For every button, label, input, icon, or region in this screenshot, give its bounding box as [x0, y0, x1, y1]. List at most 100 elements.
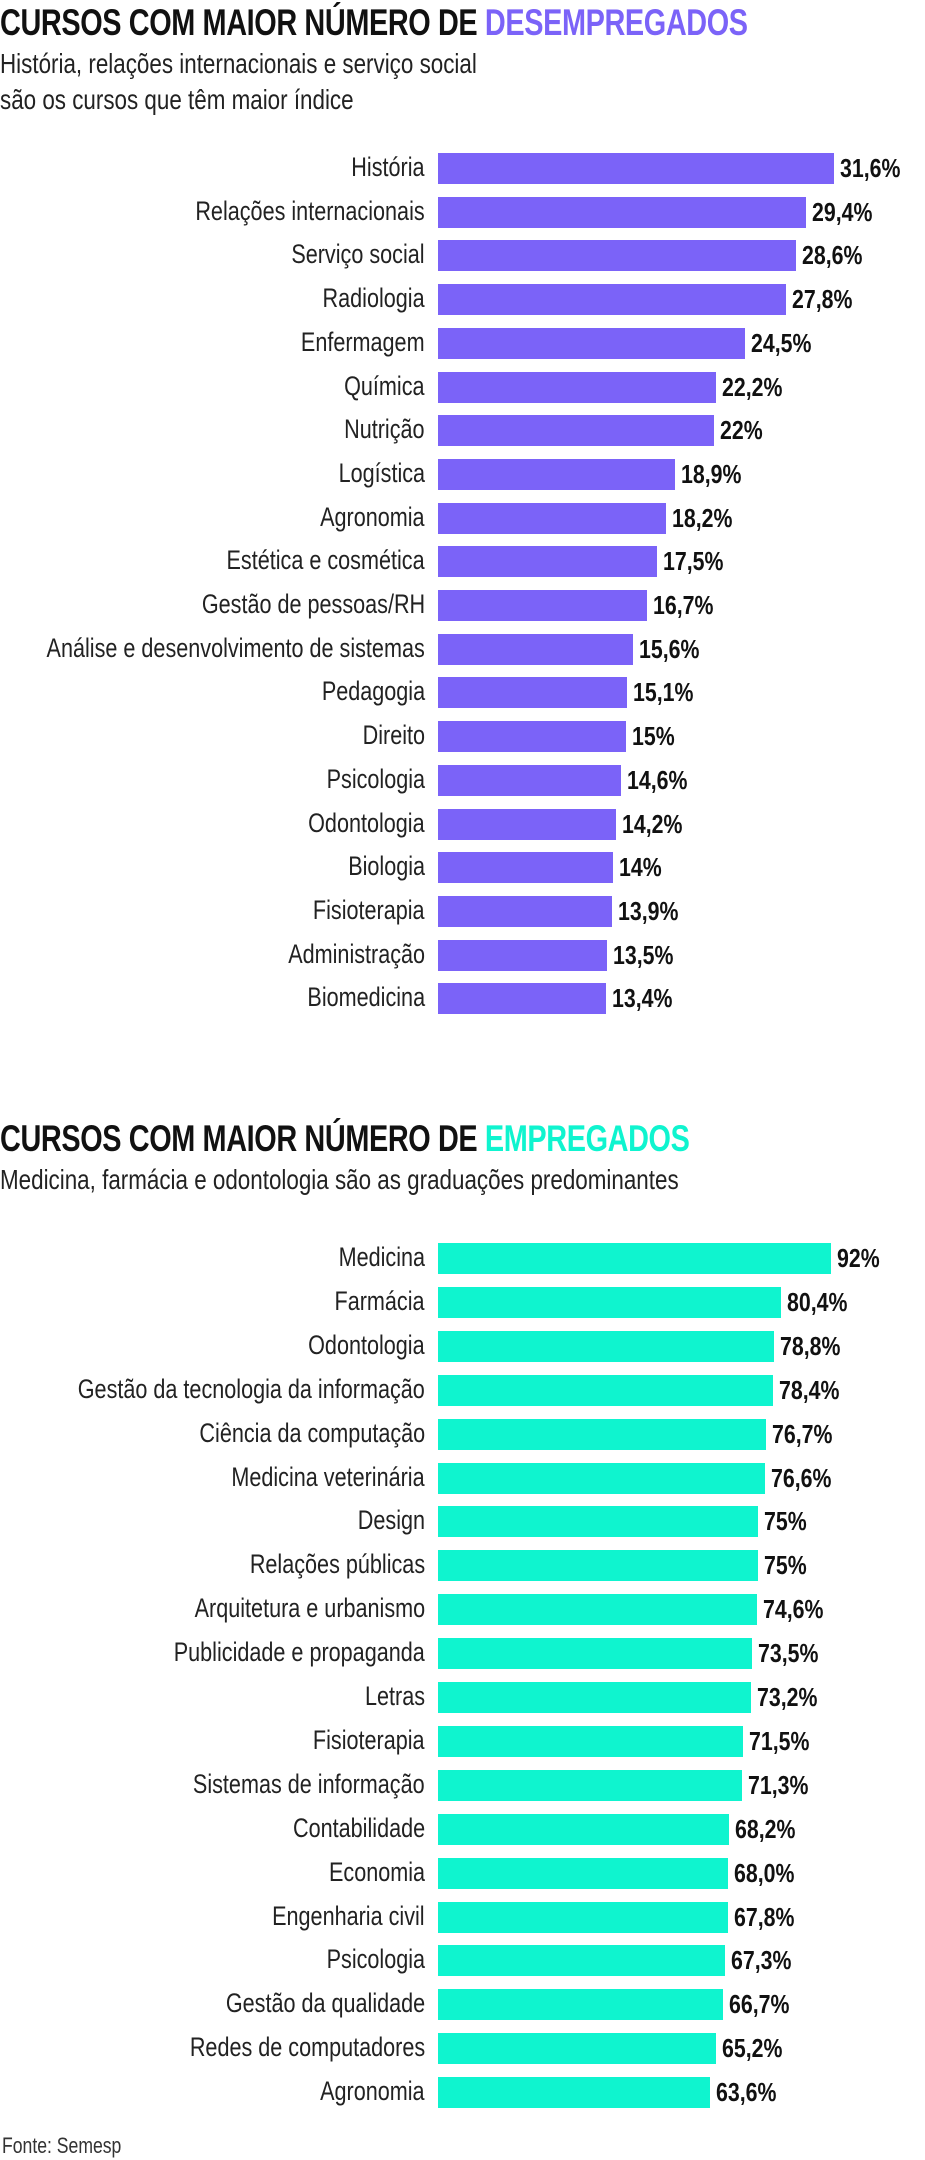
bar [438, 2033, 717, 2065]
category-label: Sistemas de informação [193, 1768, 425, 1799]
source-note: Fonte: Semesp [2, 2133, 122, 2158]
chart1-subtitle-1: História, relações internacionais e serv… [0, 48, 477, 79]
bar [438, 1813, 730, 1845]
bar [438, 1506, 759, 1538]
value-label: 73,2% [756, 1682, 818, 1712]
bar [438, 1374, 773, 1406]
bar [438, 415, 714, 447]
category-label: Radiologia [322, 283, 425, 314]
value-label: 13,4% [611, 983, 673, 1014]
category-label: Psicologia [326, 763, 425, 794]
value-label: 68,2% [735, 1813, 796, 1844]
value-label: 14,6% [626, 764, 688, 795]
value-label: 14,2% [621, 808, 683, 839]
category-label: Odontologia [308, 807, 426, 838]
value-label: 18,2% [672, 502, 733, 533]
category-label: Ciência da computação [199, 1417, 425, 1448]
category-label: Pedagogia [321, 676, 425, 707]
value-label: 78,4% [778, 1374, 840, 1405]
value-label: 13,5% [613, 939, 674, 970]
category-label: Nutrição [344, 414, 425, 445]
title-highlight: EMPREGADOS [484, 1118, 690, 1159]
category-label: Letras [364, 1681, 425, 1711]
value-label: 13,9% [618, 895, 679, 926]
chart2-subtitle: Medicina, farmácia e odontologia são as … [0, 1164, 679, 1195]
value-label: 65,2% [722, 2033, 783, 2064]
value-label: 15,6% [639, 633, 700, 664]
value-label: 18,9% [680, 458, 742, 489]
value-label: 16,7% [653, 590, 714, 620]
bar [438, 1682, 751, 1713]
category-label: Fisioterapia [313, 1724, 425, 1755]
bar [438, 764, 621, 796]
value-label: 74,6% [762, 1594, 823, 1625]
bar [438, 1901, 728, 1933]
chart2-title: CURSOS COM MAIOR NÚMERO DE EMPREGADOS [0, 1118, 690, 1160]
title-highlight: DESEMPREGADOS [484, 2, 748, 43]
category-label: História [351, 152, 425, 182]
bar [438, 196, 807, 228]
value-label: 78,8% [780, 1330, 841, 1361]
category-label: Publicidade e propaganda [173, 1637, 425, 1668]
bar [438, 458, 675, 490]
title-prefix: CURSOS COM MAIOR NÚMERO DE [0, 2, 485, 43]
bar [438, 1330, 775, 1362]
value-label: 29,4% [812, 196, 873, 227]
category-label: Serviço social [291, 239, 425, 270]
category-label: Gestão da tecnologia da informação [77, 1373, 425, 1404]
category-label: Engenharia civil [272, 1900, 425, 1931]
value-label: 22% [719, 415, 763, 446]
category-label: Agronomia [320, 501, 425, 532]
value-label: 66,7% [728, 1989, 790, 2020]
bar [438, 1945, 726, 1977]
bar [438, 2077, 710, 2109]
bar [438, 1857, 729, 1889]
category-label: Relações internacionais [195, 195, 425, 226]
category-label: Odontologia [308, 1329, 426, 1360]
category-label: Biomedicina [307, 982, 425, 1013]
category-label: Farmácia [334, 1285, 425, 1316]
category-label: Medicina [338, 1242, 425, 1272]
value-label: 31,6% [839, 153, 901, 183]
value-label: 17,5% [663, 546, 724, 577]
bar [438, 633, 634, 665]
bar [438, 895, 613, 927]
value-label: 14% [619, 852, 663, 883]
category-label: Psicologia [326, 1944, 425, 1975]
category-label: Contabilidade [292, 1812, 425, 1843]
category-label: Fisioterapia [313, 894, 425, 925]
bar [438, 852, 614, 884]
value-label: 71,3% [748, 1769, 809, 1800]
value-label: 15,1% [633, 677, 694, 708]
value-label: 67,8% [733, 1901, 794, 1932]
value-label: 63,6% [715, 2077, 777, 2108]
category-label: Design [357, 1505, 425, 1536]
category-label: Medicina veterinária [231, 1461, 425, 1492]
bar [438, 1462, 766, 1494]
bar [438, 721, 626, 753]
bar [438, 1243, 831, 1274]
title-prefix: CURSOS COM MAIOR NÚMERO DE [0, 1118, 485, 1159]
value-label: 75% [764, 1550, 807, 1581]
bar [438, 1989, 723, 2021]
value-label: 76,6% [771, 1462, 832, 1493]
bar [438, 1594, 757, 1626]
value-label: 92% [836, 1243, 880, 1273]
chart1-title: CURSOS COM MAIOR NÚMERO DE DESEMPREGADOS [0, 2, 748, 44]
bar [438, 240, 797, 272]
value-label: 15% [631, 721, 675, 752]
bar [438, 327, 745, 359]
bar [438, 153, 834, 184]
bar [438, 1418, 766, 1450]
value-label: 71,5% [749, 1725, 810, 1756]
value-label: 28,6% [802, 240, 863, 271]
category-label: Economia [328, 1856, 425, 1887]
category-label: Gestão de pessoas/RH [201, 589, 425, 619]
category-label: Agronomia [320, 2076, 425, 2107]
bar [438, 1638, 752, 1670]
value-label: 22,2% [722, 371, 783, 402]
category-label: Arquitetura e urbanismo [194, 1593, 425, 1624]
value-label: 80,4% [787, 1286, 848, 1317]
bar [438, 502, 667, 534]
value-label: 67,3% [731, 1945, 792, 1976]
